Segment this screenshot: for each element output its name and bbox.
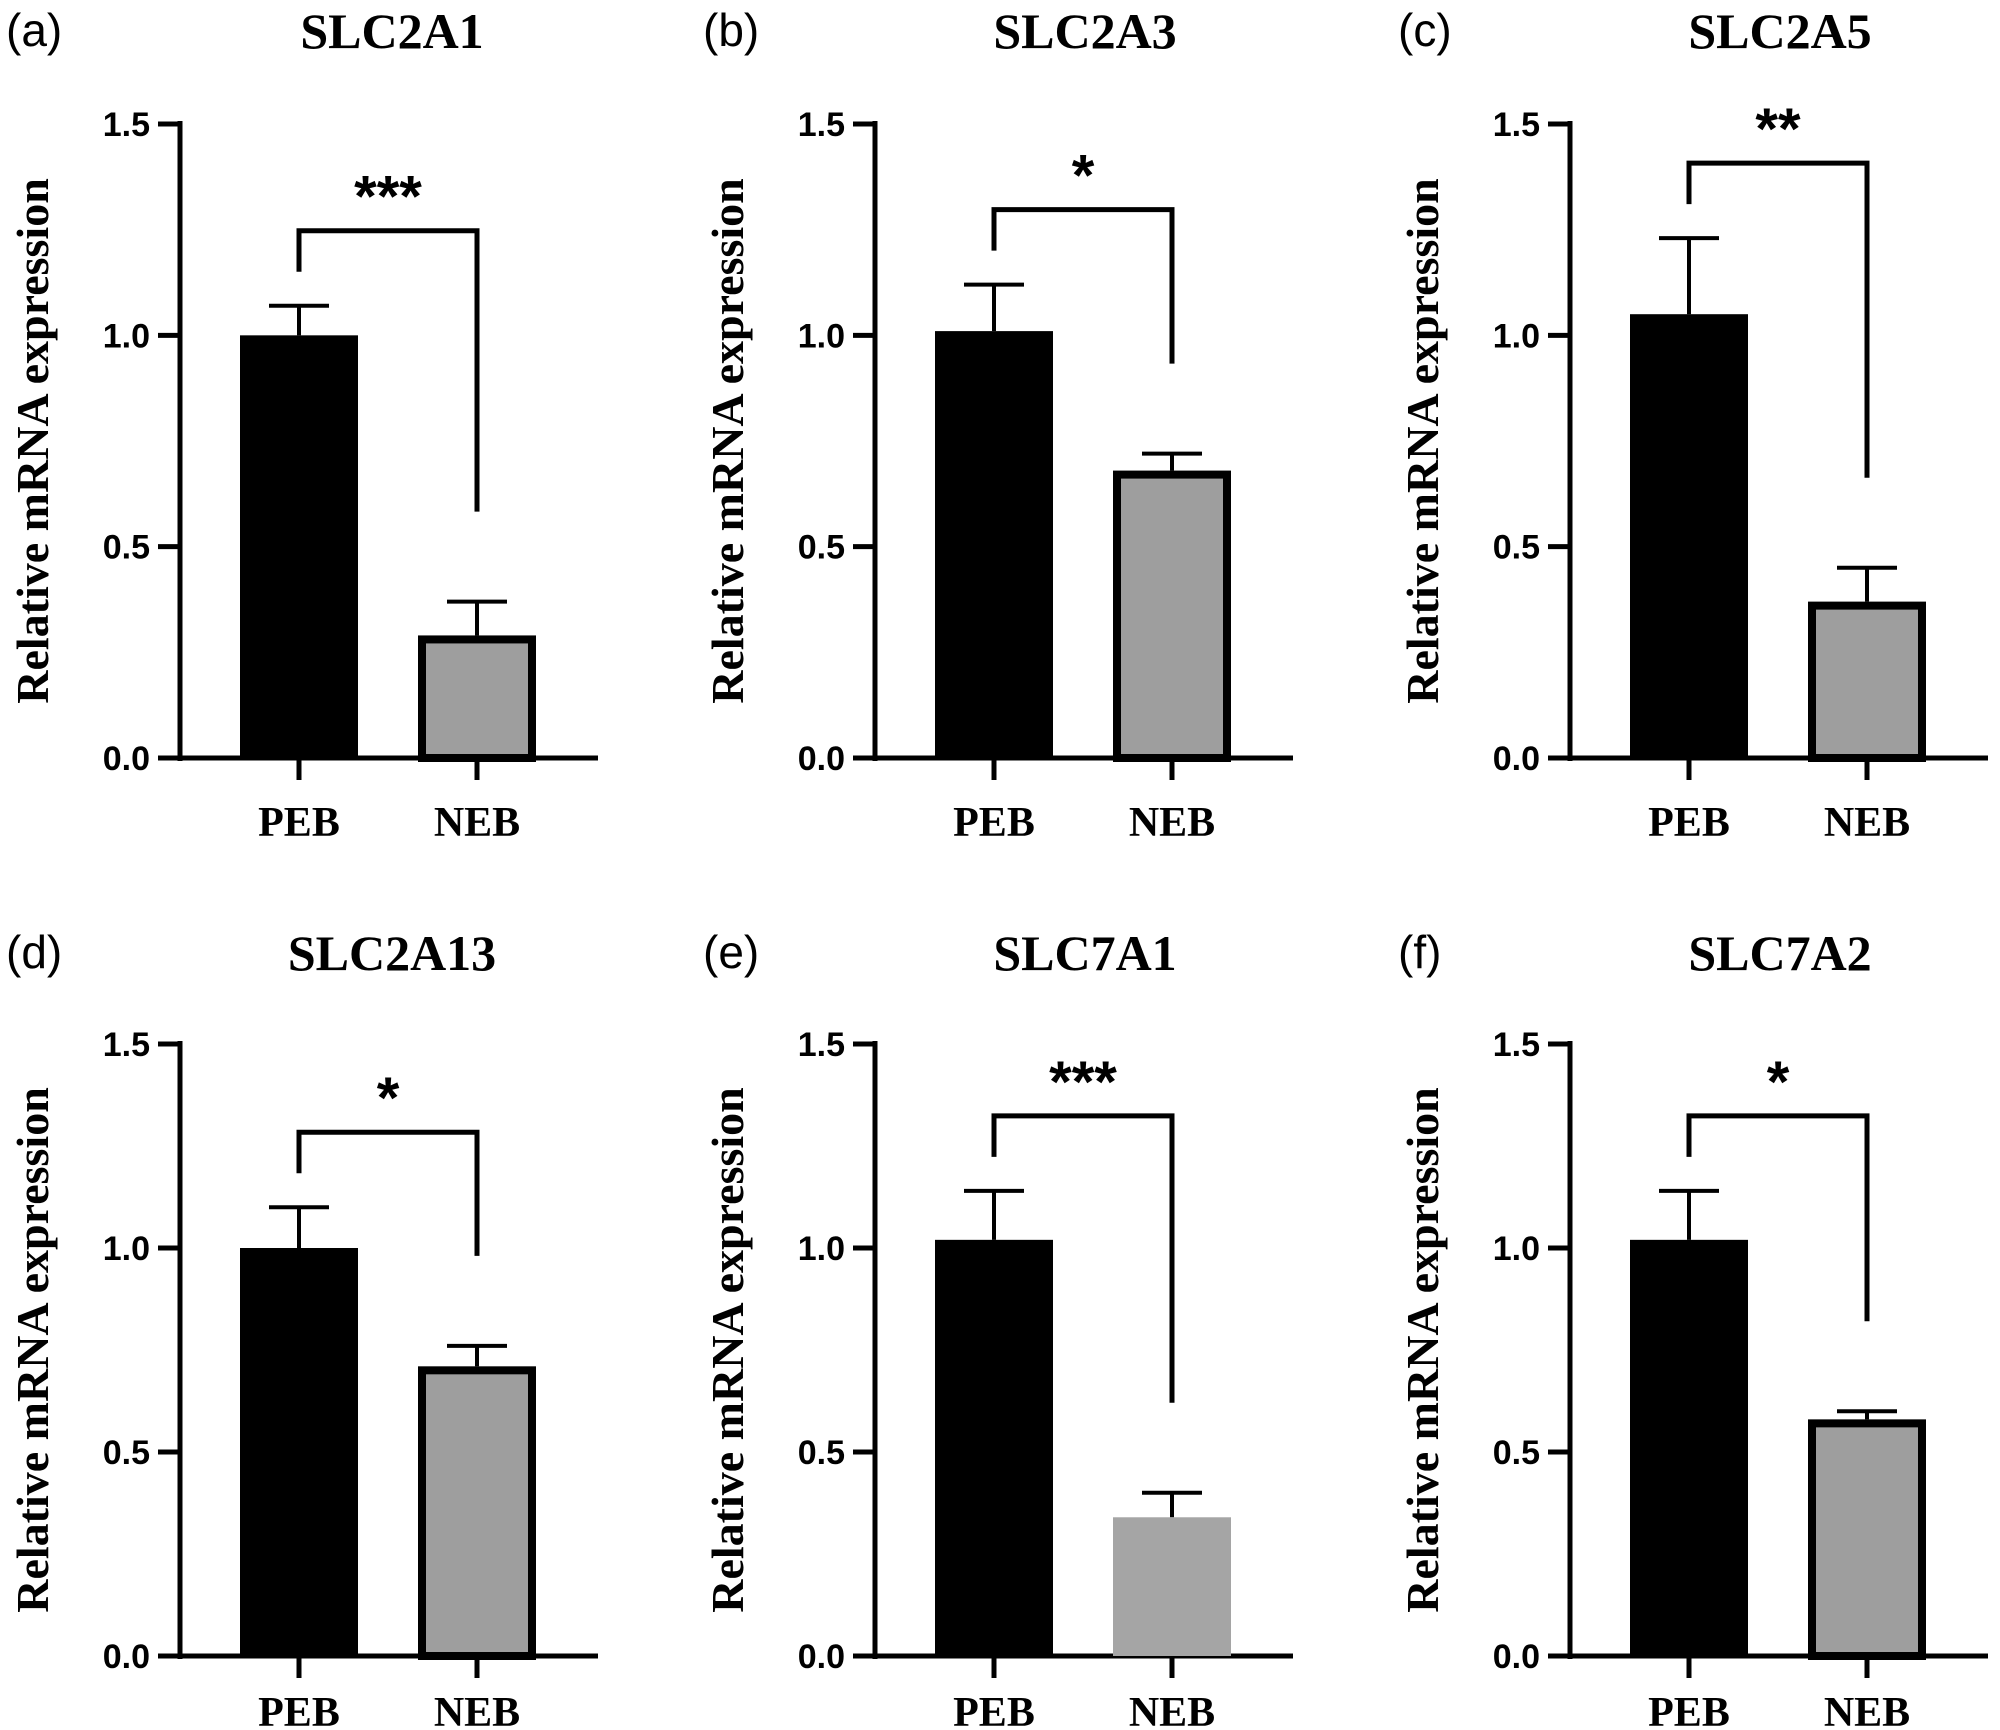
significance-marker: * — [377, 1066, 400, 1131]
significance-bracket — [296, 228, 480, 512]
chart-panel-d: (d) SLC2A13 Relative mRNA expression 0.0 0.5… — [6, 925, 598, 1730]
x-tick-label: PEB — [258, 1690, 340, 1730]
x-tick-label: PEB — [953, 800, 1035, 846]
panel-label: (b) — [703, 4, 759, 56]
y-axis-label: Relative mRNA expression — [1397, 178, 1448, 704]
x-tick-label: NEB — [1129, 800, 1215, 846]
y-tick-label: 1.5 — [103, 1026, 150, 1064]
bar-neb — [418, 1366, 536, 1660]
panel-title: SLC2A5 — [1688, 3, 1871, 59]
x-tick-label: PEB — [258, 800, 340, 846]
chart-panel-f: (f) SLC7A2 Relative mRNA expression 0.0 0.5 1… — [1397, 925, 1988, 1730]
y-tick-label: 1.5 — [1493, 1026, 1540, 1064]
bar-peb — [1630, 1239, 1748, 1656]
y-tick-label: 1.5 — [798, 1026, 845, 1064]
panel-title: SLC7A1 — [993, 925, 1176, 981]
x-tick-label: NEB — [1824, 1690, 1910, 1730]
bar-peb — [1630, 314, 1748, 758]
y-tick-label: 0.5 — [1493, 529, 1540, 567]
y-tick-label: 0.0 — [103, 740, 150, 778]
y-axis-label: Relative mRNA expression — [1397, 1087, 1448, 1613]
y-axis-label: Relative mRNA expression — [702, 1087, 753, 1613]
y-tick-label: 0.5 — [1493, 1434, 1540, 1472]
bar-peb — [240, 335, 358, 758]
x-tick-label: PEB — [1648, 1690, 1730, 1730]
y-tick-label: 0.5 — [798, 1434, 845, 1472]
significance-bracket — [1686, 1113, 1870, 1322]
bar-peb — [240, 1248, 358, 1656]
bar-peb — [935, 331, 1053, 758]
significance-marker: ** — [1755, 97, 1801, 162]
bar-neb — [1808, 1419, 1926, 1660]
significance-bracket — [296, 1129, 480, 1256]
x-tick-label: NEB — [434, 1690, 520, 1730]
y-tick-label: 0.0 — [1493, 740, 1540, 778]
bar-neb — [1113, 1517, 1231, 1656]
y-tick-label: 1.0 — [1493, 1230, 1540, 1268]
y-tick-label: 1.0 — [103, 317, 150, 355]
significance-bracket — [991, 207, 1175, 364]
x-tick-label: NEB — [1129, 1690, 1215, 1730]
y-tick-label: 0.5 — [103, 529, 150, 567]
significance-bracket — [991, 1113, 1175, 1403]
bar-neb — [418, 635, 536, 763]
y-tick-label: 1.5 — [1493, 106, 1540, 144]
chart-panel-a: (a) SLC2A1 Relative mRNA expression 0.0 0.5 1… — [6, 3, 598, 846]
significance-marker: * — [1072, 144, 1095, 209]
y-tick-label: 1.0 — [103, 1230, 150, 1268]
significance-marker: *** — [1049, 1050, 1117, 1115]
y-axis-label: Relative mRNA expression — [7, 1087, 58, 1613]
bar-neb — [1808, 601, 1926, 763]
y-tick-label: 0.0 — [798, 1638, 845, 1676]
panel-title: SLC2A1 — [300, 3, 483, 59]
chart-panel-e: (e) SLC7A1 Relative mRNA expression 0.0 0.5 1… — [702, 925, 1293, 1730]
chart-panel-b: (b) SLC2A3 Relative mRNA expression 0.0 0.5 1… — [702, 3, 1293, 846]
y-tick-label: 0.0 — [798, 740, 845, 778]
x-tick-label: NEB — [434, 800, 520, 846]
y-tick-label: 0.5 — [103, 1434, 150, 1472]
significance-bracket — [1686, 160, 1870, 478]
panel-label: (d) — [6, 926, 62, 978]
y-tick-label: 0.0 — [103, 1638, 150, 1676]
x-tick-label: PEB — [1648, 800, 1730, 846]
x-tick-label: NEB — [1824, 800, 1910, 846]
y-axis-label: Relative mRNA expression — [702, 178, 753, 704]
bar-neb — [1113, 470, 1231, 762]
y-tick-label: 0.0 — [1493, 1638, 1540, 1676]
y-tick-label: 1.5 — [103, 106, 150, 144]
y-axis-label: Relative mRNA expression — [7, 178, 58, 704]
panel-label: (f) — [1398, 926, 1441, 978]
panel-label: (a) — [6, 4, 62, 56]
y-tick-label: 0.5 — [798, 529, 845, 567]
bar-peb — [935, 1239, 1053, 1656]
panel-label: (e) — [703, 926, 759, 978]
x-tick-label: PEB — [953, 1690, 1035, 1730]
chart-panel-c: (c) SLC2A5 Relative mRNA expression 0.0 0.5 1… — [1397, 3, 1988, 846]
y-tick-label: 1.0 — [1493, 317, 1540, 355]
panel-title: SLC7A2 — [1688, 925, 1871, 981]
y-tick-label: 1.5 — [798, 106, 845, 144]
y-tick-label: 1.0 — [798, 1230, 845, 1268]
panel-title: SLC2A13 — [288, 925, 496, 981]
significance-marker: *** — [354, 165, 422, 230]
panel-label: (c) — [1398, 4, 1452, 56]
panel-title: SLC2A3 — [993, 3, 1176, 59]
y-tick-label: 1.0 — [798, 317, 845, 355]
significance-marker: * — [1767, 1050, 1790, 1115]
